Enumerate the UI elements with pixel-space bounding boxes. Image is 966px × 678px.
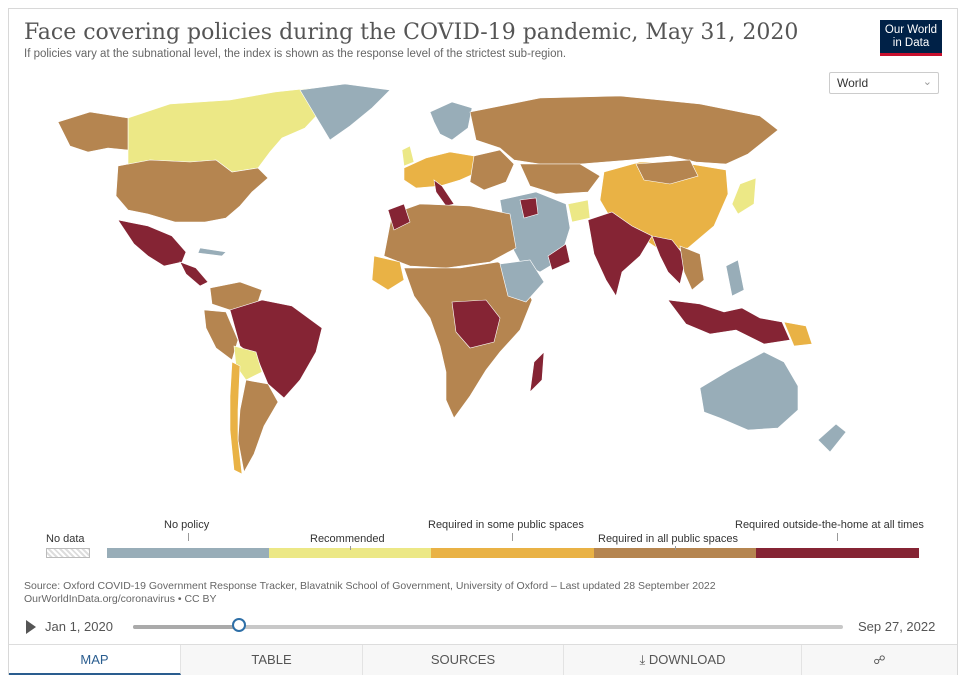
chart-title: Face covering policies during the COVID-… [24,20,799,45]
map-philippines[interactable] [725,259,745,297]
chart-tabs: MAP TABLE SOURCES ⤓ DOWNLOAD ☍ [9,644,957,675]
map-peru[interactable] [203,309,239,361]
map-morocco[interactable] [387,203,411,231]
map-alaska[interactable] [57,111,129,153]
legend-no-data-swatch [46,548,90,558]
timeline-handle[interactable] [231,618,246,632]
legend-tick-3 [675,546,676,550]
legend-swatch-1[interactable] [269,548,431,558]
map-greenland[interactable] [299,83,391,141]
map-iraq[interactable] [519,197,539,219]
world-map [57,83,847,475]
tab-share[interactable]: ☍ [802,645,957,675]
legend-no-data-label: No data [46,533,85,545]
map-mongolia[interactable] [635,159,699,185]
legend-tick-4 [837,533,838,541]
tab-map[interactable]: MAP [9,645,181,675]
share-icon: ☍ [873,653,886,667]
map-argentina[interactable] [237,379,279,473]
chevron-down-icon: ⌄ [922,76,932,88]
map-russia[interactable] [469,95,779,165]
map-indonesia[interactable] [667,299,791,345]
map-new-zealand[interactable] [817,423,847,453]
legend-label-2: Required in some public spaces [428,519,584,531]
tab-table[interactable]: TABLE [181,645,363,675]
tab-sources[interactable]: SOURCES [363,645,564,675]
source-line1: Source: Oxford COVID-19 Government Respo… [24,580,716,592]
legend-tick-2 [512,533,513,541]
map-australia[interactable] [699,351,799,431]
map-mexico[interactable] [117,219,187,267]
tab-table-label: TABLE [251,652,292,667]
timeline-start-label[interactable]: Jan 1, 2020 [45,619,113,634]
logo-line1: Our World [884,24,938,36]
map-eastern-europe[interactable] [469,149,515,191]
map-korea-japan[interactable] [731,177,757,215]
map-drc[interactable] [451,299,501,349]
tab-download[interactable]: ⤓ DOWNLOAD [564,645,802,675]
legend-swatch-3[interactable] [594,548,756,558]
owid-logo[interactable]: Our World in Data [880,20,942,56]
play-icon[interactable] [26,620,36,634]
map-west-africa[interactable] [371,255,405,291]
legend-swatch-2[interactable] [431,548,594,558]
timeline-end-label[interactable]: Sep 27, 2022 [858,619,936,634]
map-papua[interactable] [783,321,813,347]
logo-line2: in Data [892,37,930,49]
legend-swatch-0[interactable] [107,548,269,558]
download-icon: ⤓ [639,652,646,667]
map-uk[interactable] [401,145,415,167]
map-canada[interactable] [127,87,337,173]
timeline-progress [133,625,239,629]
source-note: Source: Oxford COVID-19 Government Respo… [24,580,716,606]
map-central-america[interactable] [179,261,209,287]
map-madagascar[interactable] [529,351,545,393]
map-usa[interactable] [115,159,269,223]
legend-tick-0 [188,533,189,541]
map-indochina[interactable] [679,245,705,291]
legend-tick-1 [350,546,351,550]
region-select-value: World [837,76,869,90]
tab-sources-label: SOURCES [430,652,496,667]
tab-map-label: MAP [80,652,109,667]
map-kazakhstan[interactable] [519,163,601,195]
legend-swatch-4[interactable] [756,548,919,558]
map-southeast-asia[interactable] [651,235,687,285]
map-chile[interactable] [229,361,243,475]
map-yemen-oman[interactable] [547,243,571,271]
source-line2[interactable]: OurWorldInData.org/coronavirus • CC BY [24,593,217,605]
timeline: Jan 1, 2020 Sep 27, 2022 [0,615,966,639]
legend-label-4: Required outside-the-home at all times [735,519,924,531]
timeline-track[interactable] [133,625,843,629]
map-western-europe[interactable] [403,151,479,189]
chart-subtitle: If policies vary at the subnational leve… [24,48,567,60]
map-india[interactable] [587,211,653,297]
region-select[interactable]: World ⌄ [829,72,939,94]
map-scandinavia[interactable] [429,101,473,141]
map-bolivia[interactable] [233,345,263,381]
map-afghanistan[interactable] [567,199,591,223]
legend-label-0: No policy [164,519,210,531]
legend-label-3: Required in all public spaces [598,533,739,545]
map-east-africa[interactable] [499,259,545,303]
map-cuba[interactable] [197,247,227,257]
legend-label-1: Recommended [310,533,385,545]
tab-download-label: DOWNLOAD [648,652,726,667]
